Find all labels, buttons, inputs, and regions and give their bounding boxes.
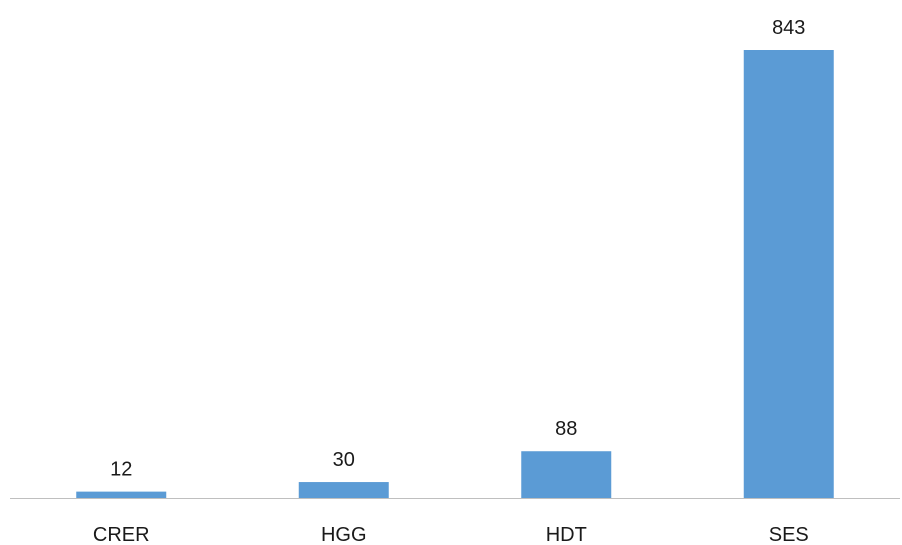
data-label-crer: 12 bbox=[110, 459, 132, 481]
bar-hgg bbox=[298, 482, 389, 498]
data-labels-group: 12 30 88 843 bbox=[110, 17, 805, 481]
bar-crer bbox=[76, 491, 167, 498]
data-label-hgg: 30 bbox=[333, 449, 355, 471]
bar-hdt bbox=[521, 451, 612, 498]
x-tick-label-hgg: HGG bbox=[321, 524, 367, 545]
bars-group bbox=[76, 50, 834, 498]
x-tick-label-hdt: HDT bbox=[546, 524, 587, 545]
x-tick-label-ses: SES bbox=[769, 524, 809, 545]
data-label-hdt: 88 bbox=[555, 418, 577, 440]
data-label-ses: 843 bbox=[772, 17, 805, 39]
x-tick-label-crer: CRER bbox=[93, 524, 150, 545]
x-tick-labels-group: CRER HGG HDT SES bbox=[93, 524, 809, 545]
bar-ses bbox=[743, 50, 834, 498]
